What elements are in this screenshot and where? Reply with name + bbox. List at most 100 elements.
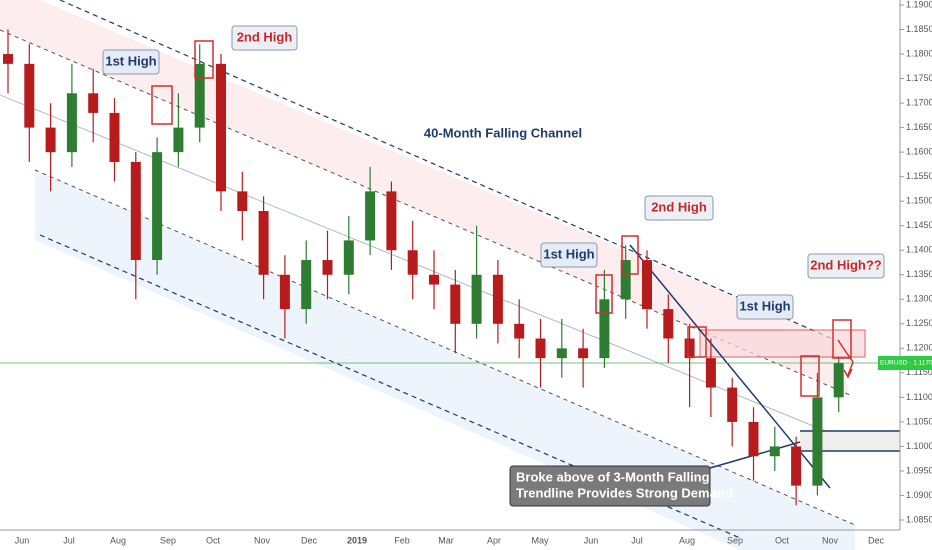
annotation-box bbox=[231, 25, 298, 51]
y-tick-label: 1.10000 bbox=[906, 441, 932, 451]
candle-body bbox=[173, 127, 184, 153]
price-tag-label: EURUSD · 1.11701 bbox=[880, 360, 932, 367]
candle-body bbox=[727, 387, 738, 422]
y-tick-label: 1.14500 bbox=[906, 220, 932, 230]
y-tick-label: 1.10500 bbox=[906, 416, 932, 426]
candle-body bbox=[471, 274, 482, 324]
candle-body bbox=[578, 348, 589, 359]
candle-body bbox=[322, 260, 333, 275]
channel-mid bbox=[0, 94, 861, 446]
x-tick-label: Sep bbox=[727, 535, 743, 545]
y-tick-label: 1.19000 bbox=[906, 0, 932, 9]
candle-body bbox=[705, 358, 716, 388]
upper-band bbox=[0, 0, 850, 395]
candle-body bbox=[599, 299, 610, 359]
high-box bbox=[800, 355, 820, 397]
candle-body bbox=[791, 446, 802, 486]
y-tick-label: 1.17500 bbox=[906, 73, 932, 83]
y-tick-label: 1.08500 bbox=[906, 514, 932, 524]
high-box bbox=[151, 85, 173, 125]
y-tick-label: 1.18000 bbox=[906, 48, 932, 58]
arrow-head bbox=[843, 368, 853, 379]
annotation-box bbox=[102, 49, 160, 75]
candle-body bbox=[66, 93, 77, 153]
candle-body bbox=[45, 127, 56, 153]
candle-body bbox=[152, 152, 163, 261]
annotation-box bbox=[807, 253, 885, 279]
candle-body bbox=[833, 363, 844, 398]
candle-body bbox=[343, 240, 354, 275]
channel-top bbox=[59, 0, 836, 341]
candle-body bbox=[3, 54, 13, 64]
lower-band bbox=[35, 170, 855, 550]
candle-body bbox=[492, 274, 503, 324]
annotation: 1st High bbox=[543, 246, 594, 261]
annotation: 2nd High bbox=[237, 29, 293, 44]
high-box bbox=[595, 274, 613, 314]
y-tick-label: 1.12000 bbox=[906, 343, 932, 353]
candle-body bbox=[258, 211, 269, 275]
x-tick-label: Mar bbox=[438, 535, 454, 545]
x-tick-label: Nov bbox=[254, 535, 271, 545]
x-tick-label: Dec bbox=[301, 535, 318, 545]
annotation: Trendline Provides Strong Demand bbox=[516, 485, 733, 500]
y-tick-label: 1.09000 bbox=[906, 490, 932, 500]
x-tick-label: Jul bbox=[631, 535, 643, 545]
price-tag bbox=[878, 355, 932, 370]
candle-body bbox=[109, 112, 120, 162]
x-tick-label: Oct bbox=[775, 535, 790, 545]
candle-body bbox=[237, 191, 248, 211]
x-tick-label: Sep bbox=[160, 535, 176, 545]
x-tick-label: Feb bbox=[394, 535, 410, 545]
x-tick-label: Jun bbox=[15, 535, 30, 545]
x-tick-label: Nov bbox=[822, 535, 839, 545]
candle-body bbox=[88, 93, 99, 113]
y-tick-label: 1.15000 bbox=[906, 196, 932, 206]
x-tick-label: Aug bbox=[110, 535, 126, 545]
candle-body bbox=[556, 348, 567, 359]
candle-body bbox=[514, 323, 525, 339]
candle-body bbox=[301, 260, 312, 310]
y-tick-label: 1.14000 bbox=[906, 245, 932, 255]
overlay: 1st High 2nd High 1st High 2nd High 1st High… bbox=[102, 25, 885, 507]
y-tick-label: 1.13500 bbox=[906, 269, 932, 279]
annotation-box bbox=[509, 465, 711, 507]
candle-body bbox=[450, 284, 461, 324]
candle-body bbox=[748, 421, 759, 457]
annotation: 1st High bbox=[739, 298, 790, 313]
x-tick-label: May bbox=[531, 535, 549, 545]
high-box bbox=[194, 40, 214, 79]
x-tick-label: Jun bbox=[584, 535, 599, 545]
x-tick-label: Dec bbox=[868, 535, 885, 545]
resistance-zone bbox=[699, 329, 866, 358]
candle-body bbox=[812, 397, 823, 486]
chart-title: 40-Month Falling Channel bbox=[424, 125, 582, 140]
high-box bbox=[621, 235, 639, 275]
candle-body bbox=[194, 63, 205, 128]
annotation: 1st High bbox=[105, 53, 156, 68]
candle-body bbox=[279, 274, 290, 310]
annotation: 2nd High?? bbox=[810, 257, 882, 272]
y-tick-label: 1.15500 bbox=[906, 171, 932, 181]
y-tick-label: 1.13000 bbox=[906, 294, 932, 304]
high-box bbox=[687, 326, 707, 358]
x-tick-label: Oct bbox=[206, 535, 221, 545]
candle-body bbox=[663, 309, 674, 339]
y-tick-label: 1.16500 bbox=[906, 122, 932, 132]
candle-body bbox=[407, 250, 418, 275]
x-tick-label: 2019 bbox=[347, 535, 367, 545]
y-tick-label: 1.12500 bbox=[906, 318, 932, 328]
annotation: 2nd High bbox=[651, 199, 707, 214]
candle-body bbox=[130, 161, 141, 261]
candle-body bbox=[642, 260, 652, 310]
candle-body bbox=[216, 63, 226, 192]
y-tick-label: 1.16000 bbox=[906, 147, 932, 157]
candle-body bbox=[429, 274, 439, 285]
y-tick-label: 1.11000 bbox=[906, 392, 932, 402]
annotation: Broke above of 3-Month Falling bbox=[516, 469, 710, 484]
y-tick-label: 1.11500 bbox=[906, 367, 932, 377]
down-arrow bbox=[837, 339, 854, 376]
y-tick-label: 1.09500 bbox=[906, 465, 932, 475]
x-tick-label: Apr bbox=[487, 535, 501, 545]
